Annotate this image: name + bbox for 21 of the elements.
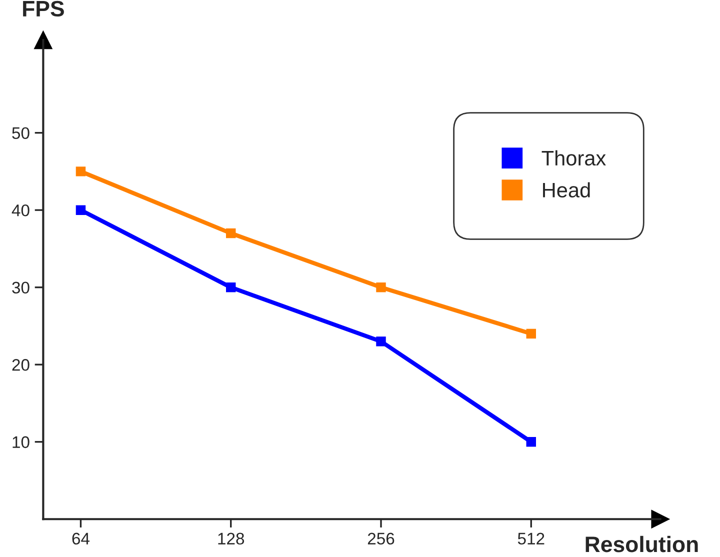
point	[526, 437, 536, 447]
x-tick-label: 64	[72, 532, 90, 545]
x-axis-title: Resolution	[586, 536, 698, 552]
legend-label: Thorax	[542, 150, 606, 166]
legend-label: Head	[543, 182, 590, 198]
y-axis-title: FPS	[23, 0, 64, 17]
point	[526, 328, 536, 339]
point	[226, 228, 236, 238]
y-tick-label: 50	[12, 127, 30, 140]
point	[76, 166, 86, 176]
y-tick-label: 10	[12, 436, 30, 448]
x-tick-label: 256	[368, 532, 394, 545]
point	[376, 336, 386, 346]
y-tick-label: 30	[12, 282, 30, 294]
y-tick-label: 40	[12, 204, 30, 216]
x-tick-label: 128	[218, 532, 244, 545]
point	[376, 282, 386, 292]
point	[76, 205, 86, 215]
y-tick-label: 20	[12, 359, 30, 371]
x-tick-label: 512	[518, 532, 544, 545]
point	[226, 282, 236, 292]
